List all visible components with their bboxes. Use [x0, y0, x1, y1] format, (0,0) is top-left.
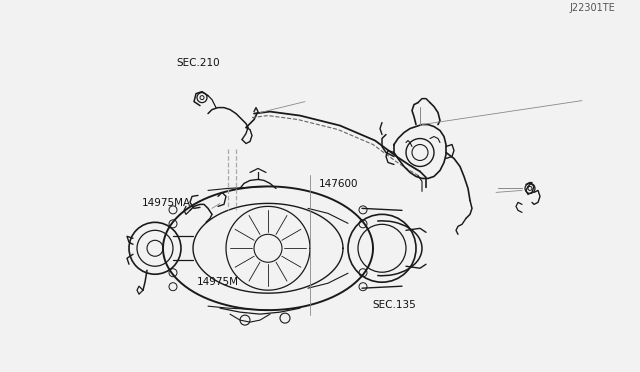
- Text: SEC.135: SEC.135: [372, 300, 416, 310]
- Text: 14975MA: 14975MA: [142, 198, 191, 208]
- Text: J22301TE: J22301TE: [570, 3, 616, 13]
- Text: SEC.210: SEC.210: [177, 58, 220, 68]
- Text: 147600: 147600: [319, 179, 358, 189]
- Text: 14975M: 14975M: [197, 277, 239, 287]
